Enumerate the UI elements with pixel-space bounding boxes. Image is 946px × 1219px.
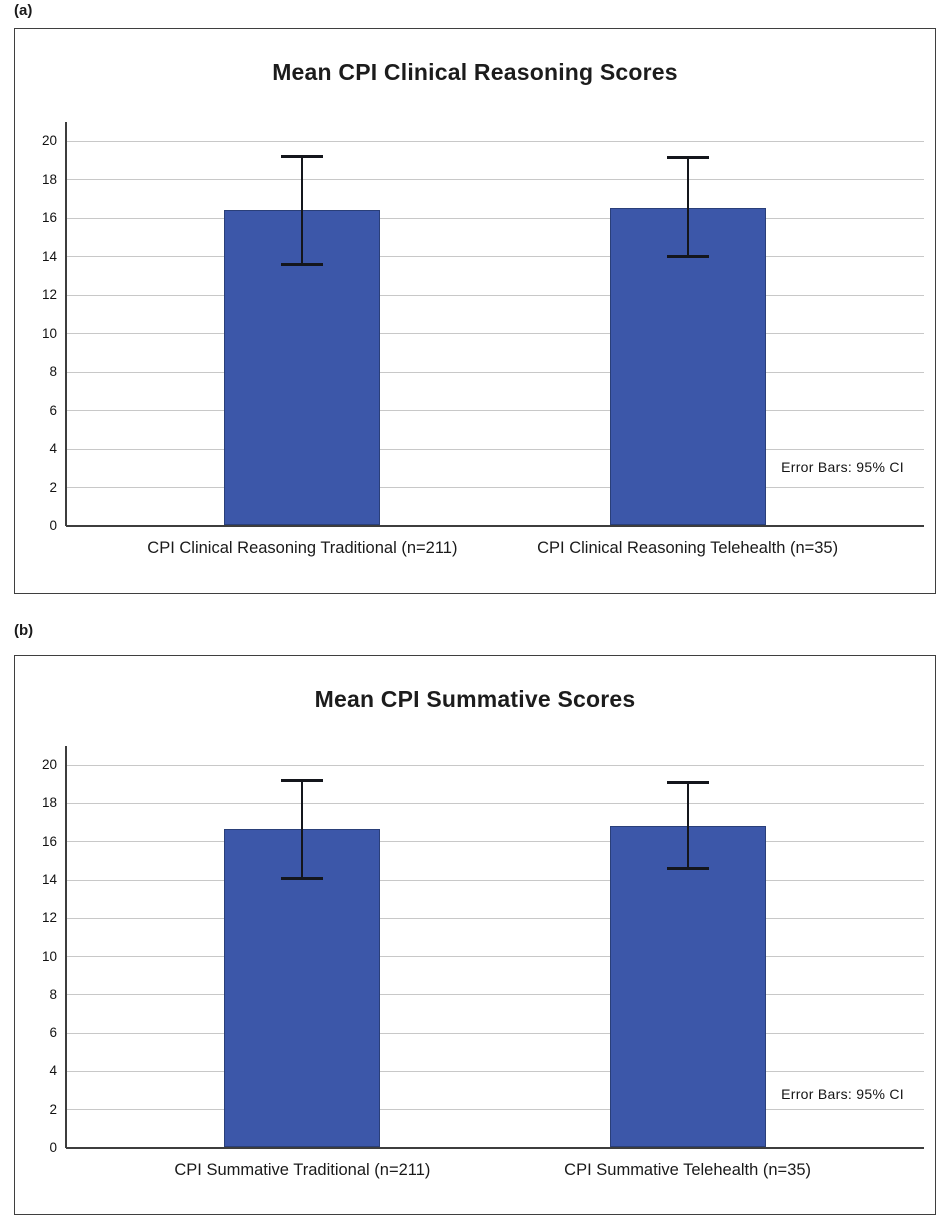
error-bar-line bbox=[686, 157, 689, 257]
y-tick-label: 18 bbox=[41, 171, 57, 187]
y-tick-label: 4 bbox=[49, 441, 57, 457]
y-tick-label: 16 bbox=[41, 210, 57, 226]
gridline bbox=[66, 256, 924, 258]
gridline bbox=[66, 487, 924, 489]
category-label: CPI Clinical Reasoning Traditional (n=21… bbox=[147, 539, 458, 557]
panel-label-b: (b) bbox=[14, 622, 34, 639]
gridline bbox=[66, 917, 924, 919]
category-label: CPI Summative Traditional (n=211) bbox=[174, 1161, 431, 1179]
bar-2 bbox=[609, 826, 766, 1147]
y-axis-line bbox=[65, 122, 67, 526]
y-tick-label: 16 bbox=[41, 833, 57, 849]
y-tick-label: 8 bbox=[49, 364, 57, 380]
error-bar-line bbox=[301, 780, 304, 879]
error-bar-cap-bottom bbox=[666, 255, 709, 259]
gridline bbox=[66, 802, 924, 804]
error-bar-cap-bottom bbox=[281, 262, 324, 266]
y-tick-label: 20 bbox=[41, 133, 57, 149]
error-bar-cap-top bbox=[281, 778, 324, 782]
error-bar-line bbox=[301, 156, 304, 265]
y-tick-label: 20 bbox=[41, 757, 57, 773]
x-axis-line bbox=[66, 525, 924, 527]
gridline bbox=[66, 1032, 924, 1034]
x-axis-line bbox=[66, 1147, 924, 1149]
y-tick-label: 10 bbox=[41, 325, 57, 341]
gridline bbox=[66, 140, 924, 142]
error-bars-note-a: Error Bars: 95% CI bbox=[781, 459, 904, 475]
y-tick-label: 2 bbox=[49, 1101, 57, 1117]
category-label: CPI Clinical Reasoning Telehealth (n=35) bbox=[537, 539, 839, 557]
error-bar-cap-top bbox=[666, 156, 709, 160]
gridline bbox=[66, 217, 924, 219]
y-tick-label: 2 bbox=[49, 479, 57, 495]
error-bar-cap-top bbox=[281, 155, 324, 159]
chart-panel-b: Mean CPI Summative Scores 0 2 4 6 8 10 12 14 16 1… bbox=[14, 655, 936, 1215]
plot-area-a: 0 2 4 6 8 10 12 14 16 18 20 CPI Clinical Reasoning … bbox=[15, 29, 935, 593]
y-tick-label: 0 bbox=[49, 518, 57, 533]
gridline bbox=[66, 410, 924, 412]
gridline bbox=[66, 1109, 924, 1111]
error-bar-cap-bottom bbox=[281, 876, 324, 880]
gridline bbox=[66, 179, 924, 181]
error-bar-cap-top bbox=[666, 780, 709, 784]
plot-area-b: 0 2 4 6 8 10 12 14 16 18 20 CPI Summative Tradition… bbox=[15, 656, 935, 1214]
gridline bbox=[66, 764, 924, 766]
y-tick-label: 18 bbox=[41, 795, 57, 811]
y-tick-label: 8 bbox=[49, 986, 57, 1002]
y-tick-label: 4 bbox=[49, 1063, 57, 1079]
gridline bbox=[66, 294, 924, 296]
y-tick-label: 12 bbox=[41, 910, 57, 926]
error-bar-line bbox=[686, 782, 689, 869]
error-bar-cap-bottom bbox=[666, 867, 709, 870]
gridline bbox=[66, 994, 924, 996]
chart-title-a: Mean CPI Clinical Reasoning Scores bbox=[272, 59, 678, 85]
bar-1 bbox=[224, 829, 381, 1147]
panel-label-a: (a) bbox=[14, 2, 33, 19]
chart-panel-a: Mean CPI Clinical Reasoning Scores 0 2 4 6 8… bbox=[14, 28, 936, 594]
gridline bbox=[66, 956, 924, 958]
gridline bbox=[66, 879, 924, 881]
y-tick-label: 14 bbox=[41, 872, 57, 887]
y-axis-line bbox=[65, 746, 67, 1148]
gridline bbox=[66, 1070, 924, 1072]
chart-title-b: Mean CPI Summative Scores bbox=[314, 686, 636, 712]
gridline bbox=[66, 841, 924, 843]
y-tick-label: 6 bbox=[49, 1025, 57, 1041]
y-tick-label: 10 bbox=[41, 948, 57, 964]
gridline bbox=[66, 448, 924, 450]
y-tick-label: 14 bbox=[41, 248, 57, 264]
bar-2 bbox=[609, 207, 766, 525]
y-tick-label: 0 bbox=[49, 1140, 57, 1155]
y-tick-label: 6 bbox=[49, 402, 57, 418]
gridline bbox=[66, 371, 924, 373]
gridline bbox=[66, 333, 924, 335]
category-label: CPI Summative Telehealth (n=35) bbox=[564, 1161, 812, 1179]
error-bars-note-b: Error Bars: 95% CI bbox=[781, 1086, 904, 1102]
y-tick-label: 12 bbox=[41, 287, 57, 303]
